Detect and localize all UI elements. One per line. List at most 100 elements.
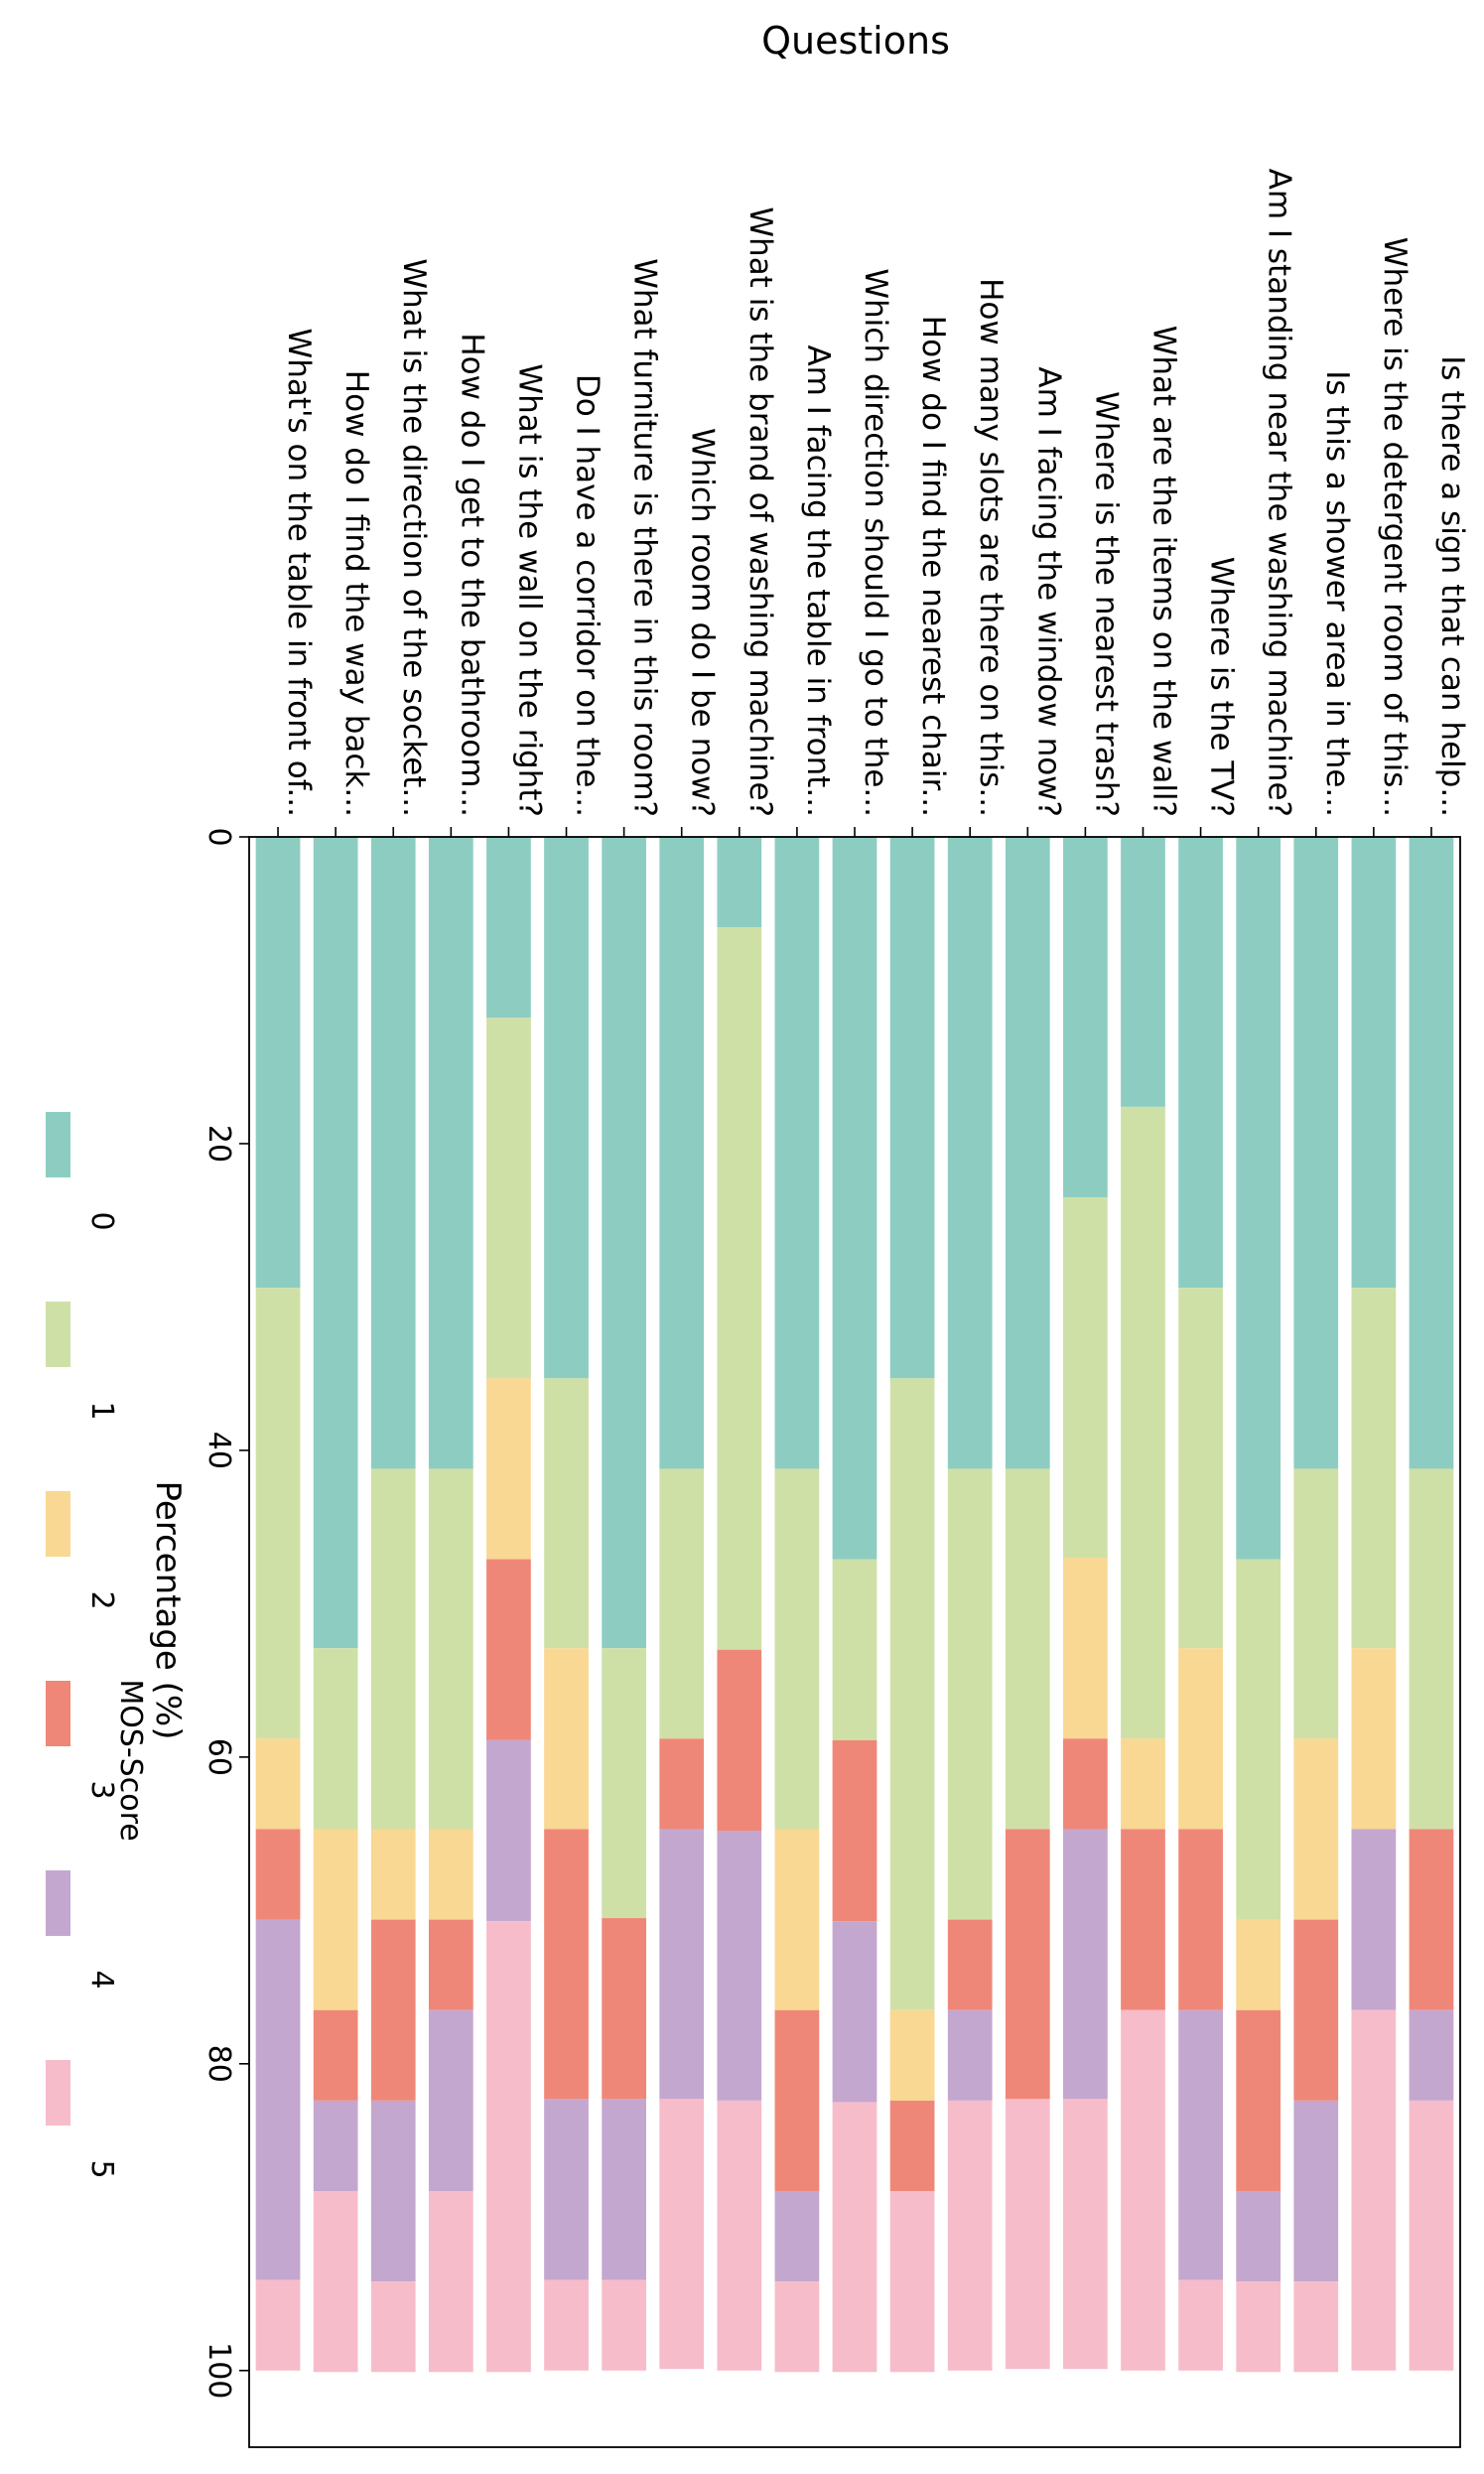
- bar-segment: [889, 2191, 935, 2373]
- legend-title: MOS-Score: [113, 1679, 148, 1841]
- bar-segment: [1178, 1288, 1223, 1649]
- bar-segment: [486, 1378, 531, 1560]
- bar-segment: [486, 1739, 531, 1922]
- bar-segment: [717, 1831, 762, 2101]
- bar-segment: [717, 927, 762, 1650]
- bar-segment: [1351, 1648, 1397, 1830]
- x-tick-label: How many slots are there on this...: [973, 278, 1009, 817]
- bar-segment: [428, 2009, 473, 2192]
- bar-segment: [370, 2281, 416, 2373]
- bar-segment: [947, 1468, 993, 1920]
- bar-segment: [313, 837, 358, 1649]
- bar-segment: [1121, 1106, 1165, 1739]
- bar-segment: [717, 837, 762, 928]
- x-tick-label: Do I have a corridor on the...: [570, 374, 606, 817]
- bar-segment: [1178, 1829, 1223, 2010]
- bar-segment: [1005, 1468, 1050, 1830]
- bar-segment: [602, 1648, 646, 1919]
- bar-segment: [486, 1559, 531, 1740]
- bar-segment: [255, 2279, 301, 2371]
- x-tick-label: Where is the nearest trash?: [1088, 391, 1124, 817]
- bar-segment: [889, 1378, 935, 2010]
- bar-segment: [1236, 2009, 1282, 2192]
- bar-segment: [428, 1829, 473, 1920]
- bar-segment: [1351, 1288, 1397, 1649]
- legend-swatch: [46, 1681, 70, 1746]
- bar-segment: [947, 2009, 993, 2101]
- bar-segment: [774, 2009, 820, 2192]
- bar-segment: [370, 2100, 416, 2282]
- bar-segment: [1005, 1829, 1050, 2100]
- bar-segment: [602, 2279, 646, 2371]
- bar-segment: [717, 1649, 762, 1832]
- bar-segment: [1121, 837, 1165, 1107]
- bar-segment: [313, 2009, 358, 2101]
- bar-segment: [486, 837, 531, 1019]
- bar-segment: [774, 2281, 820, 2373]
- bar-segment: [832, 2102, 877, 2373]
- legend-label: 5: [84, 2159, 119, 2178]
- bar-segment: [659, 837, 705, 1469]
- bar-segment: [659, 1468, 705, 1739]
- bar-segment: [255, 1829, 301, 1920]
- bar-segment: [486, 1018, 531, 1379]
- bar-segment: [370, 1468, 416, 1830]
- bar-segment: [1178, 837, 1223, 1289]
- bar-segment: [544, 1829, 589, 2100]
- bar-segment: [1063, 2099, 1108, 2370]
- bar-segment: [544, 2099, 589, 2280]
- x-tick-label: Where is the TV?: [1204, 557, 1240, 817]
- x-tick-label: How do I find the nearest chair...: [915, 316, 951, 817]
- bar-segment: [428, 837, 473, 1469]
- bar-segment: [1409, 1468, 1454, 1830]
- x-tick-label: How do I get to the bathroom...: [454, 333, 489, 817]
- bar-segment: [947, 2100, 993, 2371]
- x-axis-title: Questions: [761, 19, 950, 63]
- bar-segment: [428, 2191, 473, 2373]
- bar-segment: [1005, 837, 1050, 1469]
- bar-segment: [428, 1919, 473, 2010]
- bar-segment: [1178, 1648, 1223, 1830]
- y-tick-label: 20: [202, 1125, 236, 1163]
- bar-segment: [1409, 837, 1454, 1469]
- legend-label: 1: [84, 1401, 119, 1420]
- bar-segment: [1063, 837, 1108, 1198]
- legend-label: 2: [84, 1590, 119, 1609]
- bar-segment: [1063, 1558, 1108, 1739]
- bar-segment: [255, 837, 301, 1289]
- x-tick-label: Am I facing the table in front...: [800, 344, 836, 817]
- bar-segment: [544, 1378, 589, 1649]
- bar-segment: [1409, 1829, 1454, 2010]
- y-axis-title: Percentage (%): [148, 1481, 188, 1740]
- x-tick-label: Am I facing the window now?: [1030, 366, 1066, 817]
- legend-swatch: [46, 1302, 70, 1367]
- bar-segment: [1236, 837, 1282, 1560]
- bar-segment: [370, 1829, 416, 1920]
- bar-segment: [774, 1468, 820, 1830]
- bar-segment: [1121, 2009, 1165, 2371]
- plot-frame: [248, 836, 1461, 2448]
- y-tick-label: 80: [202, 2045, 236, 2083]
- y-tick-label: 0: [202, 827, 236, 846]
- bar-segment: [602, 1918, 646, 2100]
- bar-segment: [313, 1829, 358, 2010]
- bar-segment: [659, 2099, 705, 2370]
- bar-segment: [1236, 1559, 1282, 1920]
- bar-segment: [1063, 1197, 1108, 1559]
- bar-segment: [602, 2099, 646, 2280]
- x-tick-label: How do I find the way back...: [338, 370, 374, 817]
- bar-segment: [486, 1921, 531, 2373]
- x-tick-label: Is this a shower area in the...: [1319, 370, 1355, 817]
- bar-segment: [544, 837, 589, 1379]
- bar-segment: [1293, 837, 1339, 1469]
- legend-label: 4: [84, 1970, 119, 1989]
- bar-segment: [313, 1648, 358, 1830]
- bar-segment: [255, 1288, 301, 1739]
- bar-segment: [1005, 2099, 1050, 2370]
- bar-segment: [832, 1739, 877, 1922]
- bar-segment: [1293, 1919, 1339, 2101]
- bar-segment: [1293, 2100, 1339, 2282]
- bar-segment: [1063, 1738, 1108, 1830]
- bar-segment: [313, 2191, 358, 2373]
- bar-segment: [1351, 1829, 1397, 2010]
